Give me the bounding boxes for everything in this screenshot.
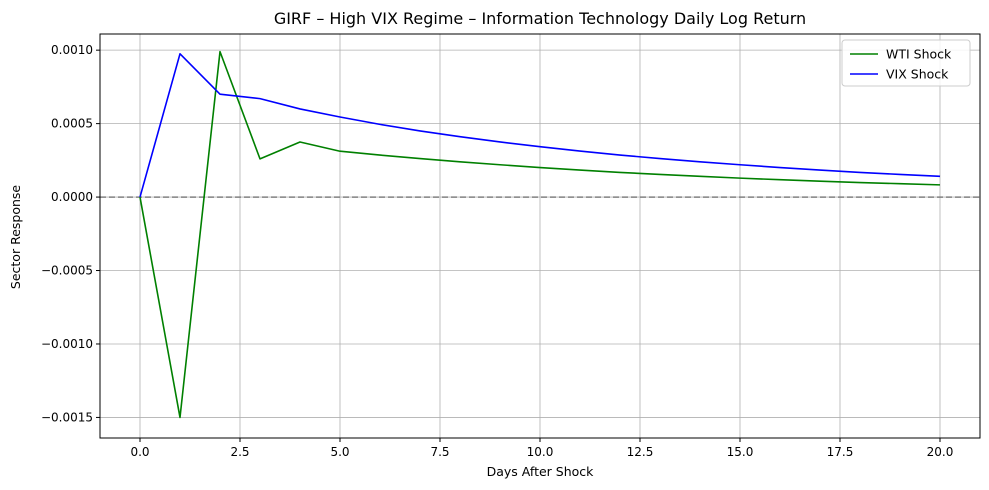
x-tick-label: 2.5	[230, 445, 249, 459]
x-tick-label: 5.0	[330, 445, 349, 459]
legend-label: VIX Shock	[886, 67, 949, 82]
x-axis-ticks: 0.0 2.5 5.0 7.5 10.0 12.5 15.0 17.5 20.0	[130, 438, 953, 459]
x-tick-label: 15.0	[727, 445, 754, 459]
y-axis-label: Sector Response	[8, 185, 23, 290]
x-tick-label: 0.0	[130, 445, 149, 459]
legend-label: WTI Shock	[886, 47, 952, 62]
legend: WTI Shock VIX Shock	[841, 39, 971, 87]
y-tick-label: −0.0015	[41, 410, 93, 424]
chart-title: GIRF – High VIX Regime – Information Tec…	[274, 9, 806, 28]
x-tick-label: 17.5	[827, 445, 854, 459]
y-axis-ticks: −0.0015 −0.0010 −0.0005 0.0000 0.0005 0.0010	[41, 43, 100, 424]
x-tick-label: 7.5	[430, 445, 449, 459]
x-tick-label: 12.5	[627, 445, 654, 459]
y-tick-label: 0.0005	[51, 117, 93, 131]
y-tick-label: 0.0010	[51, 43, 93, 57]
series-line-vix-shock	[139, 53, 941, 198]
grid	[100, 34, 980, 438]
x-tick-label: 10.0	[527, 445, 554, 459]
y-tick-label: 0.0000	[51, 190, 93, 204]
series-layer	[139, 50, 941, 419]
series-line-wti-shock	[139, 50, 941, 419]
x-tick-label: 20.0	[927, 445, 954, 459]
y-tick-label: −0.0005	[41, 264, 93, 278]
y-tick-label: −0.0010	[41, 337, 93, 351]
x-axis-label: Days After Shock	[487, 464, 595, 479]
